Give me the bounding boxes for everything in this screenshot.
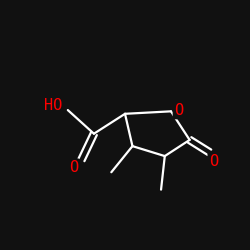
Text: O: O — [174, 103, 183, 118]
Text: O: O — [209, 154, 218, 168]
Text: HO: HO — [44, 98, 62, 112]
Text: O: O — [70, 160, 78, 175]
